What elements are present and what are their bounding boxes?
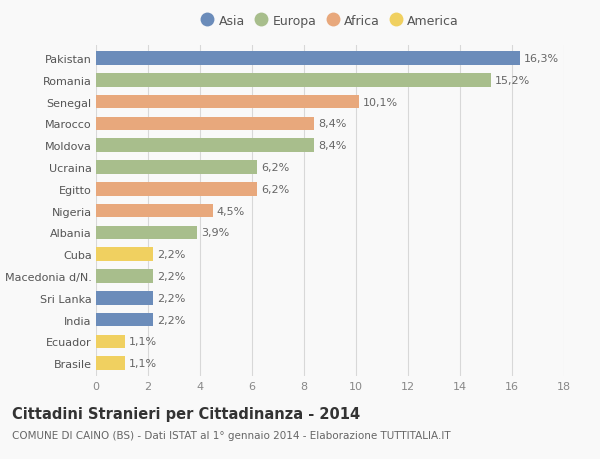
Bar bbox=[96, 269, 153, 283]
Text: 15,2%: 15,2% bbox=[495, 76, 530, 86]
Text: 3,9%: 3,9% bbox=[202, 228, 230, 238]
Bar bbox=[96, 335, 125, 348]
Bar bbox=[96, 248, 153, 261]
Bar bbox=[96, 291, 153, 305]
Text: 8,4%: 8,4% bbox=[319, 141, 347, 151]
Text: COMUNE DI CAINO (BS) - Dati ISTAT al 1° gennaio 2014 - Elaborazione TUTTITALIA.I: COMUNE DI CAINO (BS) - Dati ISTAT al 1° … bbox=[12, 431, 451, 441]
Text: 2,2%: 2,2% bbox=[157, 271, 185, 281]
Text: 8,4%: 8,4% bbox=[319, 119, 347, 129]
Text: 6,2%: 6,2% bbox=[261, 162, 289, 173]
Text: 1,1%: 1,1% bbox=[128, 336, 157, 347]
Bar bbox=[96, 74, 491, 87]
Text: 16,3%: 16,3% bbox=[524, 54, 559, 64]
Bar bbox=[96, 226, 197, 240]
Text: 2,2%: 2,2% bbox=[157, 315, 185, 325]
Bar bbox=[96, 161, 257, 174]
Text: 10,1%: 10,1% bbox=[362, 97, 398, 107]
Text: Cittadini Stranieri per Cittadinanza - 2014: Cittadini Stranieri per Cittadinanza - 2… bbox=[12, 406, 360, 421]
Legend: Asia, Europa, Africa, America: Asia, Europa, Africa, America bbox=[196, 10, 464, 33]
Bar bbox=[96, 139, 314, 153]
Text: 4,5%: 4,5% bbox=[217, 206, 245, 216]
Bar bbox=[96, 313, 153, 327]
Bar bbox=[96, 183, 257, 196]
Text: 2,2%: 2,2% bbox=[157, 250, 185, 260]
Text: 1,1%: 1,1% bbox=[128, 358, 157, 368]
Bar bbox=[96, 52, 520, 66]
Text: 6,2%: 6,2% bbox=[261, 185, 289, 195]
Bar bbox=[96, 204, 213, 218]
Text: 2,2%: 2,2% bbox=[157, 293, 185, 303]
Bar bbox=[96, 118, 314, 131]
Bar bbox=[96, 95, 359, 109]
Bar bbox=[96, 357, 125, 370]
